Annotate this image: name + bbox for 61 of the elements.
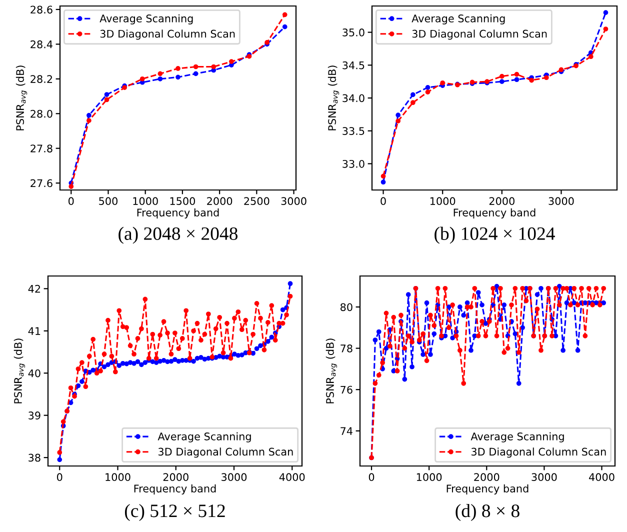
y-tick-label: 74 (340, 427, 352, 435)
x-tick-label: 0 (57, 473, 62, 482)
x-tick-label: 2500 (244, 197, 270, 206)
legend-label: Average Scanning (412, 14, 505, 24)
x-tick-label: 0 (68, 197, 74, 206)
x-tick-label: 2000 (163, 473, 188, 482)
legend-label: 3D Diagonal Column Scan (412, 30, 547, 40)
y-tick-label: 35.0 (342, 28, 364, 36)
x-axis-title: Frequency band (134, 484, 216, 494)
x-tick-label: 0 (380, 197, 386, 206)
y-tick-label: 78 (340, 344, 352, 352)
x-tick-label: 1000 (416, 473, 442, 482)
x-tick-label: 500 (99, 197, 118, 206)
text: (c) 512 × 512 (124, 504, 225, 522)
x-tick-label: 3000 (548, 197, 574, 206)
legend-label: 3D Diagonal Column Scan (472, 448, 606, 458)
x-tick-label: 3000 (281, 197, 306, 206)
y-tick-label: 39 (28, 412, 40, 420)
y-tick-label: 40 (28, 369, 40, 378)
text: (d) 8 × 8 (456, 504, 520, 522)
x-tick-label: 3000 (222, 473, 247, 482)
x-tick-label: 2000 (474, 473, 500, 482)
x-tick-label: 1000 (106, 473, 130, 482)
legend-label: Average Scanning (158, 432, 251, 442)
x-tick-label: 0 (368, 473, 374, 482)
y-tick-label: 33.5 (342, 127, 364, 135)
y-tick-label: 33.0 (342, 160, 364, 168)
x-tick-label: 3000 (532, 473, 557, 482)
y-tick-label: 41 (28, 327, 40, 335)
x-tick-label: 4000 (589, 473, 614, 482)
y-axis-title: PSNR$_{avg}$ (dB) (328, 66, 340, 130)
x-tick-label: 2000 (489, 197, 514, 206)
y-tick-label: 76 (340, 386, 352, 394)
y-tick-label: 28.0 (30, 110, 52, 118)
x-tick-label: 2000 (207, 197, 232, 206)
y-tick-label: 27.8 (30, 144, 52, 152)
y-tick-label: 28.6 (30, 6, 52, 14)
x-tick-label: 1000 (133, 197, 158, 206)
x-tick-label: 1500 (170, 197, 196, 206)
legend-label: 3D Diagonal Column Scan (100, 30, 235, 40)
x-axis-title: Frequency band (137, 208, 219, 218)
x-tick-label: 4000 (279, 473, 305, 482)
x-axis-title: Frequency band (454, 208, 536, 218)
y-tick-label: 38 (28, 454, 40, 462)
y-tick-label: 34.5 (342, 61, 364, 70)
y-axis-title: PSNR$_{avg}$ (dB) (326, 338, 338, 404)
legend-label: 3D Diagonal Column Scan (158, 448, 293, 458)
legend-label: Average Scanning (100, 14, 193, 24)
text: (a) 2048 × 2048 (118, 226, 238, 244)
text: (b) 1024 × 1024 (434, 226, 555, 244)
y-tick-label: 28.4 (30, 40, 52, 48)
x-axis-title: Frequency band (446, 484, 528, 494)
y-axis-title: PSNR$_{avg}$ (dB) (14, 338, 26, 404)
x-tick-label: 1000 (430, 197, 456, 206)
y-tick-label: 28.2 (30, 75, 52, 84)
y-tick-label: 80 (340, 303, 352, 312)
y-tick-label: 34.0 (342, 94, 364, 102)
y-tick-label: 42 (28, 284, 40, 293)
y-axis-title: PSNR$_{avg}$ (dB) (16, 66, 28, 130)
y-tick-label: 27.6 (30, 179, 52, 188)
legend-label: Average Scanning (470, 432, 564, 442)
